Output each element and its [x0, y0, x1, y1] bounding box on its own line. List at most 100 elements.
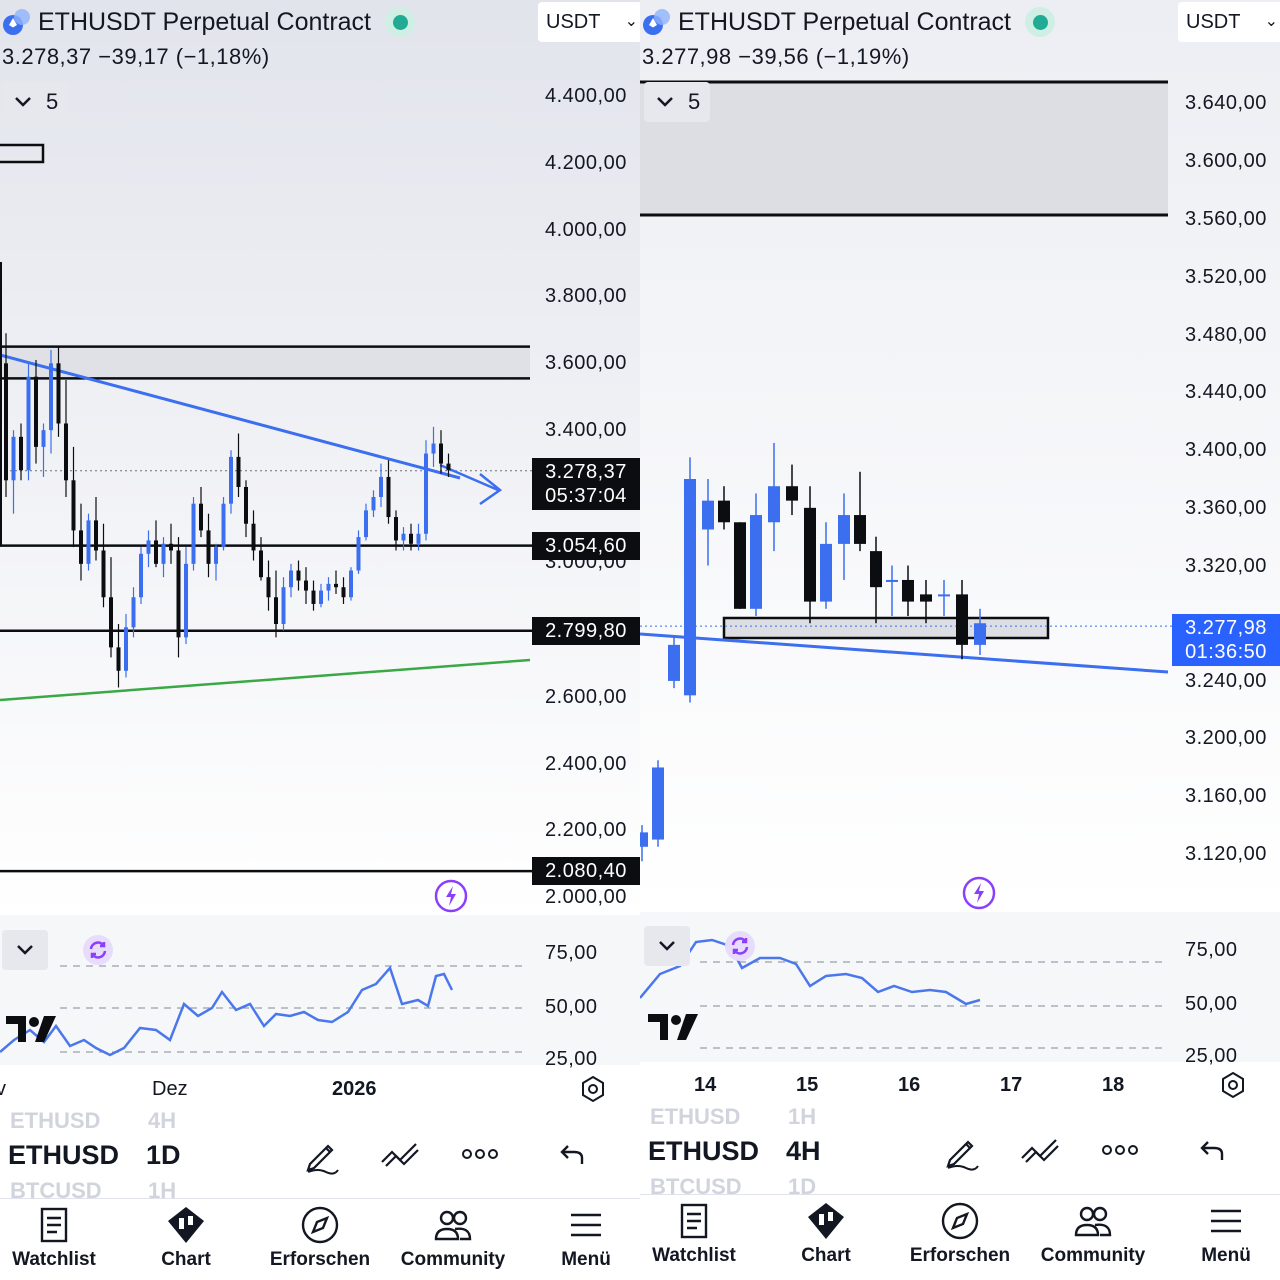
candle-body — [409, 533, 413, 544]
more-options-icon[interactable] — [1098, 1128, 1142, 1172]
candle — [184, 547, 188, 645]
undo-icon[interactable] — [1192, 1128, 1236, 1172]
chart-header: ETHUSDT Perpetual Contract — [640, 0, 1055, 44]
symbol-picker[interactable]: ETHUSD — [8, 1140, 120, 1170]
drawing-pen-icon[interactable] — [300, 1132, 344, 1176]
indicator-collapse-button[interactable] — [644, 926, 690, 966]
nav-menu[interactable]: Menü — [1162, 1201, 1280, 1267]
nav-menu[interactable]: Menü — [522, 1205, 640, 1271]
candle — [364, 503, 368, 541]
time-axis-label: 2026 — [332, 1078, 377, 1100]
candle-body — [974, 623, 986, 645]
price-axis-label: 2.600,00 — [545, 686, 627, 708]
nav-label: Erforschen — [269, 1249, 371, 1270]
candle — [101, 523, 106, 608]
refresh-icon[interactable] — [82, 934, 114, 966]
indicator-axis-label: 25,00 — [1185, 1045, 1238, 1067]
candle — [371, 490, 376, 518]
currency-select[interactable]: USDT ⌄ — [538, 2, 640, 42]
candle — [341, 577, 346, 604]
candle — [124, 613, 128, 678]
candle — [886, 565, 898, 617]
lightning-alert-icon[interactable] — [962, 876, 996, 910]
candle-body — [49, 363, 53, 431]
candle-body — [229, 456, 233, 504]
candle — [251, 510, 256, 561]
currency-value: USDT — [1186, 11, 1241, 33]
more-options-icon[interactable] — [458, 1132, 502, 1176]
chart-panel-4h[interactable]: ETHUSDT Perpetual Contract USDT ⌄ 3.277,… — [640, 0, 1280, 1280]
candle — [446, 453, 451, 477]
time-axis-label: 17 — [1000, 1074, 1023, 1096]
nav-label: Chart — [801, 1245, 851, 1266]
candle — [64, 380, 68, 497]
candle — [920, 579, 932, 624]
candle — [684, 457, 696, 703]
symbol-picker[interactable]: ETHUSD — [648, 1136, 760, 1166]
symbol-title[interactable]: ETHUSDT Perpetual Contract — [678, 7, 1011, 36]
chevron-down-icon — [657, 97, 673, 107]
candle — [974, 608, 986, 655]
candle-body — [326, 583, 331, 591]
candle-body — [34, 376, 38, 447]
nav-explore[interactable]: Erforschen — [256, 1205, 384, 1271]
candle-body — [124, 627, 128, 671]
nav-label: Watchlist — [12, 1249, 96, 1270]
symbol-title[interactable]: ETHUSDT Perpetual Contract — [38, 7, 371, 36]
chart-settings-icon[interactable] — [578, 1074, 608, 1104]
lightning-alert-icon[interactable] — [434, 879, 468, 913]
indicator-collapse-button[interactable] — [2, 930, 48, 970]
candle-body — [668, 644, 680, 681]
candle — [652, 760, 664, 847]
currency-select[interactable]: USDT ⌄ — [1178, 2, 1280, 42]
refresh-icon[interactable] — [724, 930, 756, 962]
candle-body — [266, 577, 271, 598]
candle-body — [652, 767, 664, 840]
bottom-navigation: Watchlist Chart Erforschen Community Men… — [640, 1194, 1280, 1276]
chart-settings-icon[interactable] — [1218, 1070, 1248, 1100]
nav-community[interactable]: Community — [389, 1205, 517, 1271]
nav-watchlist[interactable]: Watchlist — [640, 1201, 758, 1267]
candle-body — [71, 480, 76, 531]
candle — [34, 359, 38, 464]
indicators-icon[interactable] — [378, 1132, 422, 1176]
price-axis-label: 4.200,00 — [545, 152, 627, 174]
candle — [409, 523, 413, 551]
level-tag: 2.799,80 — [532, 617, 640, 645]
indicator-count: 5 — [46, 89, 59, 114]
compass-icon — [301, 1206, 339, 1244]
indicators-icon[interactable] — [1018, 1128, 1062, 1172]
candle-body — [56, 363, 61, 424]
descending-trendline — [0, 353, 461, 480]
nav-watchlist[interactable]: Watchlist — [0, 1205, 118, 1271]
time-axis-label: v — [0, 1078, 6, 1100]
nav-label: Erforschen — [909, 1245, 1011, 1266]
indicator-axis-label: 75,00 — [545, 942, 598, 964]
candle-body — [154, 540, 158, 564]
nav-community[interactable]: Community — [1029, 1201, 1157, 1267]
nav-chart[interactable]: Chart — [122, 1205, 250, 1271]
drawing-pen-icon[interactable] — [940, 1128, 984, 1172]
candle-body — [26, 376, 31, 471]
candle-body — [394, 517, 398, 541]
candle-body — [146, 540, 151, 554]
tether-ether-logo-icon — [3, 9, 30, 35]
indicators-collapse-button[interactable]: 5 — [644, 82, 711, 122]
time-axis-label: 16 — [898, 1074, 921, 1096]
candle — [296, 560, 301, 591]
undo-icon[interactable] — [552, 1132, 596, 1176]
indicators-collapse-button[interactable]: 5 — [2, 82, 69, 122]
price-axis-label: 3.240,00 — [1185, 670, 1267, 692]
nav-explore[interactable]: Erforschen — [896, 1201, 1024, 1267]
candle — [431, 426, 436, 467]
interval-picker[interactable]: 1D — [146, 1140, 181, 1170]
currency-value: USDT — [546, 11, 601, 33]
last-price: 3.277,98 — [1185, 617, 1267, 639]
candle — [199, 486, 203, 538]
candle — [281, 577, 286, 631]
nav-chart[interactable]: Chart — [762, 1201, 890, 1267]
interval-picker[interactable]: 4H — [786, 1136, 821, 1166]
candle-body — [131, 597, 136, 628]
candle — [266, 560, 271, 611]
chart-panel-daily[interactable]: ETHUSDT Perpetual Contract USDT ⌄ 3.278,… — [0, 0, 640, 1280]
